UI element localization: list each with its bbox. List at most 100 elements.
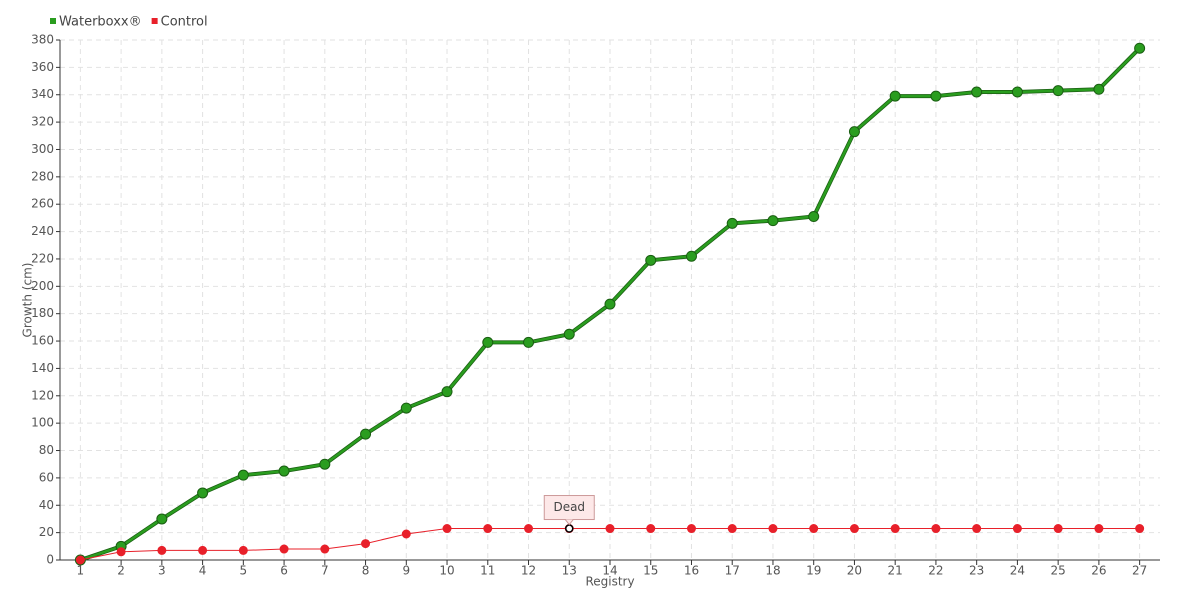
data-point bbox=[320, 544, 330, 554]
x-tick-label: 5 bbox=[240, 564, 248, 578]
data-point bbox=[483, 524, 493, 534]
data-point bbox=[238, 545, 248, 555]
data-point bbox=[75, 555, 85, 565]
x-tick-label: 11 bbox=[480, 564, 495, 578]
x-tick-label: 16 bbox=[684, 564, 699, 578]
legend-swatch bbox=[50, 18, 56, 24]
x-tick-label: 14 bbox=[602, 564, 617, 578]
x-tick-label: 1 bbox=[77, 564, 85, 578]
data-point bbox=[482, 336, 494, 348]
x-tick-label: 23 bbox=[969, 564, 984, 578]
y-tick-label: 40 bbox=[39, 498, 54, 512]
x-tick-label: 18 bbox=[765, 564, 780, 578]
data-point bbox=[1134, 42, 1146, 54]
x-tick-label: 3 bbox=[158, 564, 166, 578]
data-point bbox=[360, 428, 372, 440]
data-point bbox=[604, 298, 616, 310]
x-tick-label: 2 bbox=[117, 564, 125, 578]
legend-label: Waterboxx® bbox=[59, 15, 142, 30]
data-point bbox=[400, 402, 412, 414]
data-point bbox=[361, 539, 371, 549]
y-tick-label: 380 bbox=[31, 33, 54, 47]
annotation-label: Dead bbox=[553, 500, 585, 514]
data-point bbox=[237, 469, 249, 481]
y-tick-label: 340 bbox=[31, 87, 54, 101]
y-tick-label: 300 bbox=[31, 142, 54, 156]
data-point bbox=[524, 524, 534, 534]
data-point bbox=[563, 328, 575, 340]
data-point bbox=[1052, 85, 1064, 97]
data-point bbox=[646, 524, 656, 534]
data-point bbox=[1135, 524, 1145, 534]
x-tick-label: 9 bbox=[402, 564, 410, 578]
data-point bbox=[441, 386, 453, 398]
y-tick-label: 320 bbox=[31, 115, 54, 129]
data-point bbox=[972, 524, 982, 534]
data-point bbox=[1011, 86, 1023, 98]
data-point bbox=[685, 250, 697, 262]
legend-label: Control bbox=[161, 15, 208, 30]
x-tick-label: 4 bbox=[199, 564, 207, 578]
data-point bbox=[726, 217, 738, 229]
x-tick-label: 17 bbox=[725, 564, 740, 578]
x-tick-label: 22 bbox=[928, 564, 943, 578]
data-point bbox=[645, 254, 657, 266]
data-point bbox=[523, 336, 535, 348]
y-tick-label: 60 bbox=[39, 470, 54, 484]
y-tick-label: 160 bbox=[31, 334, 54, 348]
annotation-box bbox=[543, 495, 595, 521]
x-tick-label: 6 bbox=[280, 564, 288, 578]
data-point bbox=[930, 90, 942, 102]
y-tick-label: 0 bbox=[46, 553, 54, 567]
data-point bbox=[727, 524, 737, 534]
x-tick-label: 12 bbox=[521, 564, 536, 578]
x-tick-label: 15 bbox=[643, 564, 658, 578]
y-tick-label: 140 bbox=[31, 361, 54, 375]
data-point bbox=[1012, 524, 1022, 534]
x-tick-label: 26 bbox=[1091, 564, 1106, 578]
data-point bbox=[116, 547, 126, 557]
x-tick-label: 25 bbox=[1051, 564, 1066, 578]
x-tick-label: 20 bbox=[847, 564, 862, 578]
data-point bbox=[198, 545, 208, 555]
y-tick-label: 20 bbox=[39, 525, 54, 539]
x-tick-label: 21 bbox=[888, 564, 903, 578]
x-tick-label: 19 bbox=[806, 564, 821, 578]
x-tick-label: 8 bbox=[362, 564, 370, 578]
data-point bbox=[442, 524, 452, 534]
annotation-marker bbox=[565, 524, 574, 533]
x-axis-label: Registry bbox=[585, 575, 634, 589]
data-point bbox=[809, 524, 819, 534]
y-tick-label: 280 bbox=[31, 169, 54, 183]
y-axis-label: Growth (cm) bbox=[21, 263, 35, 338]
y-tick-label: 360 bbox=[31, 60, 54, 74]
y-tick-label: 220 bbox=[31, 251, 54, 265]
x-tick-label: 13 bbox=[562, 564, 577, 578]
data-point bbox=[197, 487, 209, 499]
data-point bbox=[401, 529, 411, 539]
x-tick-label: 24 bbox=[1010, 564, 1025, 578]
data-point bbox=[1053, 524, 1063, 534]
x-tick-label: 27 bbox=[1132, 564, 1147, 578]
data-point bbox=[157, 545, 167, 555]
data-point bbox=[971, 86, 983, 98]
data-point bbox=[768, 524, 778, 534]
data-point bbox=[808, 211, 820, 223]
y-tick-label: 80 bbox=[39, 443, 54, 457]
annotation-pointer bbox=[564, 519, 574, 526]
y-tick-label: 240 bbox=[31, 224, 54, 238]
x-tick-label: 10 bbox=[439, 564, 454, 578]
data-point bbox=[931, 524, 941, 534]
y-tick-label: 180 bbox=[31, 306, 54, 320]
y-tick-label: 100 bbox=[31, 416, 54, 430]
data-point bbox=[279, 544, 289, 554]
data-point bbox=[1094, 524, 1104, 534]
legend-swatch bbox=[151, 18, 158, 24]
data-point bbox=[686, 524, 696, 534]
data-point bbox=[319, 458, 331, 470]
data-point bbox=[1093, 83, 1105, 95]
data-point bbox=[889, 90, 901, 102]
data-point bbox=[605, 524, 615, 534]
data-point bbox=[278, 465, 290, 477]
